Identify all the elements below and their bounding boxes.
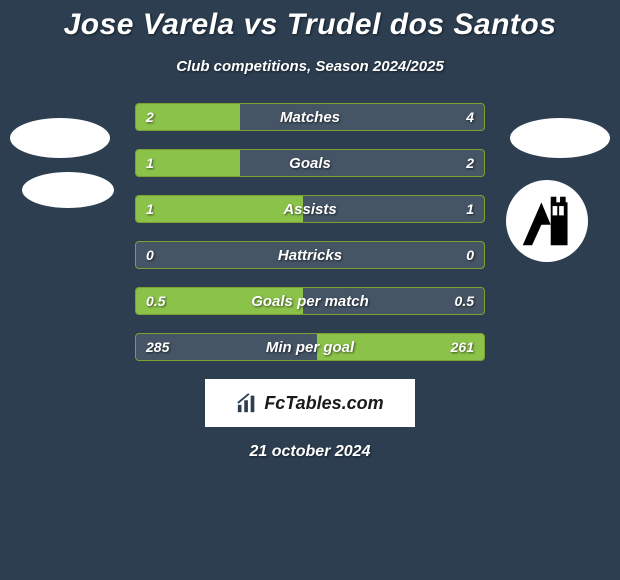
stat-label: Hattricks xyxy=(136,242,484,268)
stat-fill-left xyxy=(136,288,303,314)
stat-fill-left xyxy=(136,196,303,222)
stats-chart: 24Matches12Goals11Assists00Hattricks0.50… xyxy=(135,103,485,361)
chart-icon xyxy=(236,392,258,414)
stat-value-right: 0 xyxy=(466,242,474,268)
footer-date: 21 october 2024 xyxy=(0,443,620,461)
stat-row: 24Matches xyxy=(135,103,485,131)
brand-badge: FcTables.com xyxy=(205,379,415,427)
academica-crest-icon xyxy=(519,193,575,249)
stat-fill-right xyxy=(317,334,484,360)
player-left-badge-2 xyxy=(22,172,114,208)
stat-value-right: 0.5 xyxy=(455,288,474,314)
stat-row: 0 0Hattricks xyxy=(135,241,485,269)
stat-value-right: 4 xyxy=(466,104,474,130)
stat-value-left: 0 xyxy=(146,242,154,268)
stat-value-right: 1 xyxy=(466,196,474,222)
stat-row: 285261Min per goal xyxy=(135,333,485,361)
stat-row: 12Goals xyxy=(135,149,485,177)
player-left-badge-1 xyxy=(10,118,110,158)
stat-value-right: 2 xyxy=(466,150,474,176)
page-title: Jose Varela vs Trudel dos Santos xyxy=(0,8,620,42)
page-subtitle: Club competitions, Season 2024/2025 xyxy=(0,58,620,75)
stat-row: 11Assists xyxy=(135,195,485,223)
player-right-club-crest xyxy=(506,180,588,262)
brand-text: FcTables.com xyxy=(264,393,383,414)
stat-fill-left xyxy=(136,150,240,176)
player-right-badge-1 xyxy=(510,118,610,158)
stat-row: 0.50.5Goals per match xyxy=(135,287,485,315)
stat-fill-left xyxy=(136,104,240,130)
stat-value-left: 285 xyxy=(146,334,169,360)
